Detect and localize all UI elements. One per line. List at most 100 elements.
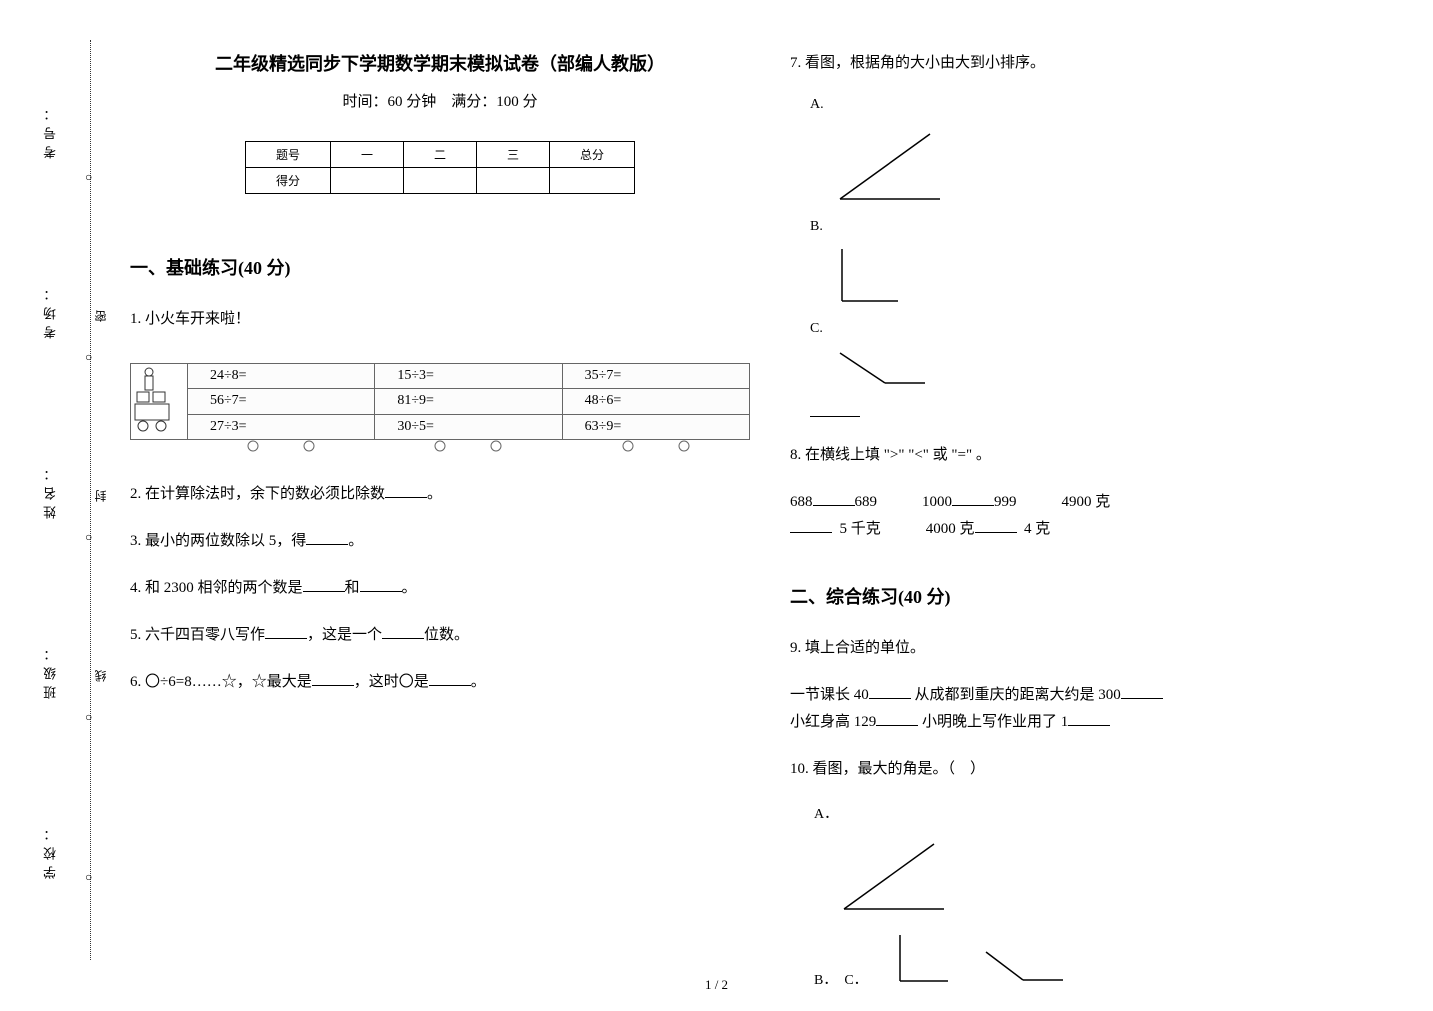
blank	[869, 685, 911, 699]
q4-mid: 和	[345, 580, 360, 596]
seal-circle-icon: ○	[85, 350, 92, 365]
question-4: 4. 和 2300 相邻的两个数是 和 。	[130, 575, 750, 602]
q7-option-b: B.	[810, 219, 1410, 311]
train-engine-svg	[131, 364, 187, 434]
question-5: 5. 六千四百零八写作，这是一个位数。	[130, 622, 750, 649]
blank	[303, 578, 345, 592]
option-b-label: B.	[810, 219, 823, 234]
train-engine-icon	[131, 364, 188, 440]
q10-option-bc: B． C．	[814, 969, 868, 989]
score-cell: 得分	[245, 168, 330, 194]
q9-d: 小明晚上写作业用了 1	[922, 714, 1068, 730]
q9-a: 一节课长 40	[790, 687, 869, 703]
sidebar-label-examid: 考号：	[41, 102, 60, 159]
score-header-cell: 题号	[245, 142, 330, 168]
train-cell: 48÷6=	[562, 389, 749, 414]
blank	[429, 672, 471, 686]
question-1: 1. 小火车开来啦！	[130, 306, 750, 333]
blank	[1068, 712, 1110, 726]
q9-b: 从成都到重庆的距离大约是 300	[915, 687, 1121, 703]
table-row: 24÷8= 15÷3= 35÷7=	[131, 364, 750, 389]
q6-prefix: 6. 〇÷6=8……☆，☆最大是	[130, 674, 312, 690]
seal-circle-icon: ○	[85, 710, 92, 725]
blank	[813, 492, 855, 506]
question-8-label: 8. 在横线上填 ">" "<" 或 "=" 。	[790, 442, 1410, 469]
question-2: 2. 在计算除法时，余下的数必须比除数 。	[130, 481, 750, 508]
table-row: 56÷7= 81÷9= 48÷6=	[131, 389, 750, 414]
question-9-items: 一节课长 40 从成都到重庆的距离大约是 300 小红身高 129 小明晚上写作…	[790, 682, 1410, 736]
q6-mid: ，这时〇是	[354, 674, 429, 690]
score-cell	[550, 168, 635, 194]
q4-prefix: 4. 和 2300 相邻的两个数是	[130, 580, 303, 596]
wheel-icon	[562, 440, 749, 458]
question-10-label: 10. 看图，最大的角是。（ ）	[790, 756, 1410, 783]
q2-suffix: 。	[427, 486, 442, 502]
seal-circle-icon: ○	[85, 530, 92, 545]
q8-item-left: 1000	[922, 494, 952, 510]
right-column: 7. 看图，根据角的大小由大到小排序。 A. B. C.	[790, 50, 1410, 989]
q8-item-right: 689	[855, 494, 878, 510]
train-cell: 35÷7=	[562, 364, 749, 389]
q7-option-a: A.	[810, 97, 1410, 209]
q9-c: 小红身高 129	[790, 714, 876, 730]
score-cell	[477, 168, 550, 194]
train-cell: 27÷3=	[188, 414, 375, 439]
train-cell: 15÷3=	[375, 364, 562, 389]
question-3: 3. 最小的两位数除以 5，得。	[130, 528, 750, 555]
blank	[312, 672, 354, 686]
page-content: 二年级精选同步下学期数学期末模拟试卷（部编人教版） 时间：60 分钟 满分：10…	[130, 50, 1410, 989]
question-6: 6. 〇÷6=8……☆，☆最大是 ，这时〇是 。	[130, 669, 750, 696]
blank	[360, 578, 402, 592]
angle-b-icon	[830, 241, 910, 311]
blank	[382, 625, 424, 639]
q8-item-right: 4 克	[1024, 521, 1050, 537]
angle-a-icon	[834, 829, 954, 919]
page-title: 二年级精选同步下学期数学期末模拟试卷（部编人教版）	[130, 50, 750, 76]
q8-item-left: 4000 克	[926, 521, 975, 537]
left-column: 二年级精选同步下学期数学期末模拟试卷（部编人教版） 时间：60 分钟 满分：10…	[130, 50, 750, 989]
score-header-cell: 一	[330, 142, 403, 168]
blank	[265, 625, 307, 639]
score-cell	[403, 168, 476, 194]
q4-suffix: 。	[402, 580, 417, 596]
train-table: 24÷8= 15÷3= 35÷7= 56÷7= 81÷9= 48÷6= 27÷3…	[130, 363, 750, 457]
blank	[975, 519, 1017, 533]
score-header-cell: 三	[477, 142, 550, 168]
sidebar-label-name: 姓名：	[41, 462, 60, 519]
section1-heading: 一、基础练习(40 分)	[130, 254, 750, 280]
train-cell: 30÷5=	[375, 414, 562, 439]
q5-mid: ，这是一个	[307, 627, 382, 643]
train-cell: 56÷7=	[188, 389, 375, 414]
sidebar-label-class: 班级：	[41, 642, 60, 699]
angle-a-icon	[830, 119, 950, 209]
section2-heading: 二、综合练习(40 分)	[790, 583, 1410, 609]
q7-figures: A. B. C.	[810, 97, 1410, 422]
blank	[952, 492, 994, 506]
table-row: 题号 一 二 三 总分	[245, 142, 634, 168]
option-c-label: C.	[810, 321, 823, 336]
wheel-icon	[188, 440, 375, 458]
q8-item-right: 5 千克	[840, 521, 881, 537]
q2-text: 2. 在计算除法时，余下的数必须比除数	[130, 486, 385, 502]
seal-circle-icon: ○	[85, 870, 92, 885]
seal-mark-feng: 封	[92, 480, 109, 502]
seal-circle-icon: ○	[85, 170, 92, 185]
score-cell	[330, 168, 403, 194]
angle-c-icon	[830, 343, 930, 393]
q5-prefix: 5. 六千四百零八写作	[130, 627, 265, 643]
train-cell: 81÷9=	[375, 389, 562, 414]
table-row: 得分	[245, 168, 634, 194]
wheel-icon	[375, 440, 562, 458]
train-cell: 63÷9=	[562, 414, 749, 439]
option-a-label: A.	[810, 97, 824, 112]
q6-suffix: 。	[471, 674, 486, 690]
q8-item-left: 4900 克	[1062, 494, 1111, 510]
q7-option-c: C.	[810, 321, 1410, 422]
angle-b-icon	[888, 929, 958, 989]
seal-mark-mi: 密	[92, 300, 109, 322]
page-footer: 1 / 2	[705, 977, 728, 993]
q8-item-left: 688	[790, 494, 813, 510]
page-subtitle: 时间：60 分钟 满分：100 分	[130, 90, 750, 111]
question-8-items: 688689 1000999 4900 克 5 千克 4000 克 4 克	[790, 489, 1410, 543]
q10-option-a: A．	[814, 807, 838, 822]
